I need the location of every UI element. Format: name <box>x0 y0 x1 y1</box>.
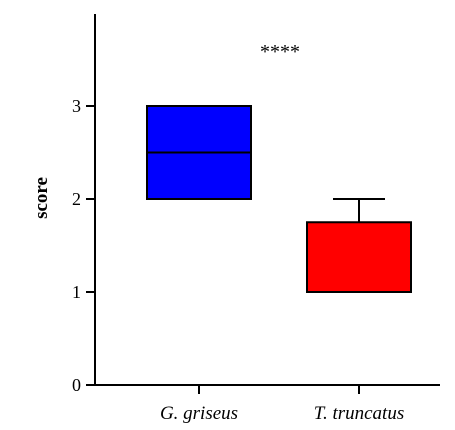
boxes <box>146 105 412 293</box>
significance-annotation: **** <box>260 41 300 63</box>
box <box>306 221 412 293</box>
y-tick-label: 3 <box>72 96 81 116</box>
y-tick-label: 2 <box>72 189 81 209</box>
x-tick-label: G. griseus <box>160 403 238 424</box>
y-tick-label: 0 <box>72 375 81 395</box>
y-tick-label: 1 <box>72 282 81 302</box>
x-ticks: G. griseus T. truncatus <box>160 385 404 424</box>
y-axis-label: score <box>31 177 52 219</box>
y-ticks: 0 1 2 3 <box>72 96 95 395</box>
x-tick-label: T. truncatus <box>314 403 404 424</box>
